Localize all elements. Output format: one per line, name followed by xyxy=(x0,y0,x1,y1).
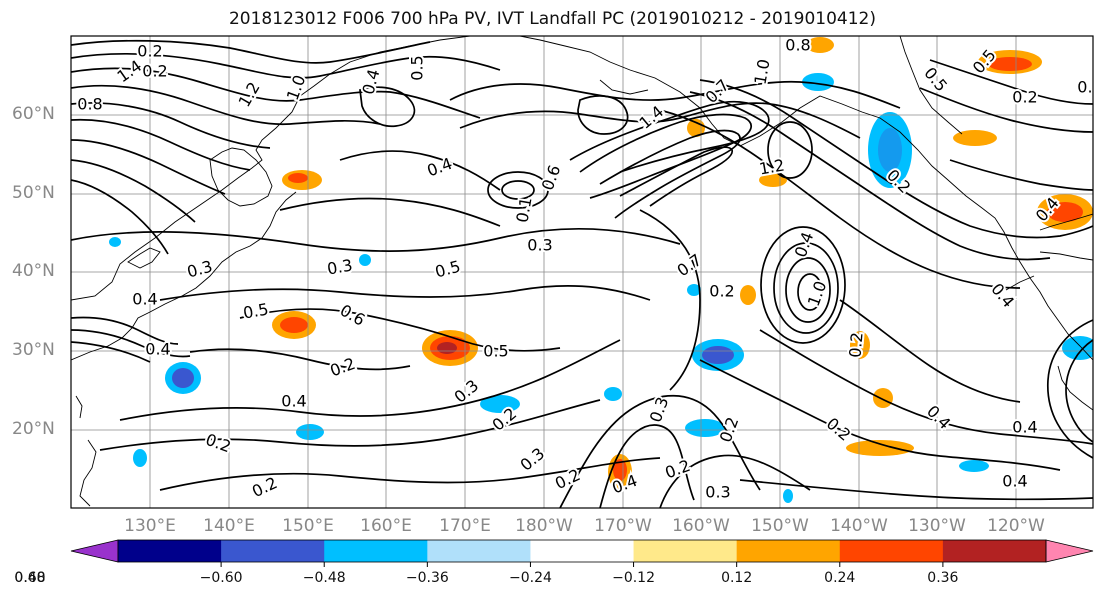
latitude-label: 40°N xyxy=(12,261,55,281)
contour-label: 1.2 xyxy=(235,79,264,111)
graticule xyxy=(71,36,1093,508)
contour-label: 0.6 xyxy=(538,162,565,192)
contour-label: 0.2 xyxy=(709,282,734,301)
contour-label: 0.3 xyxy=(185,257,215,282)
contour-label: 0.2 xyxy=(327,354,357,381)
colorbar-tick-label: −0.48 xyxy=(302,570,346,586)
contour-label: 1.0 xyxy=(804,278,831,308)
longitude-label: 180°W xyxy=(515,516,573,536)
shaded-regions xyxy=(109,37,1093,503)
contour-label: 0.4 xyxy=(987,280,1018,312)
latitude-label: 30°N xyxy=(12,340,55,360)
contour-label: 0.3 xyxy=(517,444,549,475)
latitude-label: 60°N xyxy=(12,104,55,124)
latitude-label: 50°N xyxy=(12,183,55,203)
contour-label: 0.5 xyxy=(242,299,270,322)
longitude-label: 170°E xyxy=(439,516,491,536)
longitude-label: 140°E xyxy=(203,516,255,536)
colorbar-tick-label: 0.48 xyxy=(14,570,46,586)
contour-label: 0.5 xyxy=(483,342,508,361)
contour-label: 0.5 xyxy=(408,55,427,80)
longitude-label: 150°W xyxy=(751,516,809,536)
contour-label: 0.8 xyxy=(77,95,102,114)
contour-label: 0.2 xyxy=(845,331,866,358)
contour-label: 0.3 xyxy=(705,483,730,502)
contour-label: 0.3 xyxy=(527,236,552,255)
longitude-label: 160°W xyxy=(672,516,730,536)
contour-label: 0.3 xyxy=(326,255,354,278)
contour-label: 0.2 xyxy=(1012,88,1037,107)
contour-label: 1.4 xyxy=(114,56,146,86)
contour-label: 1.0 xyxy=(750,58,773,86)
latitude-label: 20°N xyxy=(12,419,55,439)
contour-label: 0.2 xyxy=(716,414,743,444)
pv-contours xyxy=(71,39,1093,508)
contour-label: 0.4 xyxy=(791,229,818,259)
colorbar-tick-label: −0.36 xyxy=(405,570,449,586)
contour-label: 0.2 xyxy=(823,414,855,445)
contour-label: 0.4 xyxy=(1012,418,1037,437)
colorbar-tick-label: −0.12 xyxy=(612,570,655,586)
longitude-label: 170°W xyxy=(594,516,652,536)
contour-labels: 1.40.20.21.2 1.00.50.40.80.80.70.51.41.00… xyxy=(75,36,1102,504)
colorbar-tick-label: −0.60 xyxy=(199,570,243,586)
contour-label: 0.4 xyxy=(923,402,954,433)
colorbar-tick-label: 0.60 xyxy=(14,570,46,586)
contour-label: 0.4 xyxy=(281,392,306,411)
contour-label: 0.2 xyxy=(137,42,162,61)
colorbar-tick-label: 0.12 xyxy=(721,570,753,586)
longitude-label: 120°W xyxy=(987,516,1045,536)
contour-label: 0.3 xyxy=(451,376,483,407)
contour-label: 0.2 xyxy=(142,62,167,81)
map-title: 2018123012 F006 700 hPa PV, IVT Landfall… xyxy=(228,9,876,29)
longitude-label: 140°W xyxy=(830,516,888,536)
contour-label: 0.6 xyxy=(337,301,369,330)
contour-label: 0.5 xyxy=(433,257,463,282)
contour-label: 0.2 xyxy=(249,473,280,501)
longitude-label: 130°W xyxy=(908,516,966,536)
contour-label: 0.4 xyxy=(1002,472,1027,491)
longitude-label: 150°E xyxy=(282,516,334,536)
contour-label: 0.2 xyxy=(1077,78,1102,97)
contour-label: 0.8 xyxy=(785,36,810,55)
colorbar-tick-label: 0.24 xyxy=(824,570,856,586)
contour-label: 0.2 xyxy=(662,456,692,483)
contour-label: 0.7 xyxy=(674,250,706,280)
longitude-label: 160°E xyxy=(360,516,412,536)
longitude-label: 130°E xyxy=(124,516,176,536)
map-frame xyxy=(70,35,1094,509)
contour-label: 0.4 xyxy=(424,154,454,181)
contour-label: 0.4 xyxy=(145,340,170,359)
contour-label: 0.4 xyxy=(132,290,157,309)
contour-label: 0.1 xyxy=(512,196,535,224)
colorbar-tick-label: 0.36 xyxy=(927,570,959,586)
colorbar-tick-label: −0.24 xyxy=(508,570,552,586)
